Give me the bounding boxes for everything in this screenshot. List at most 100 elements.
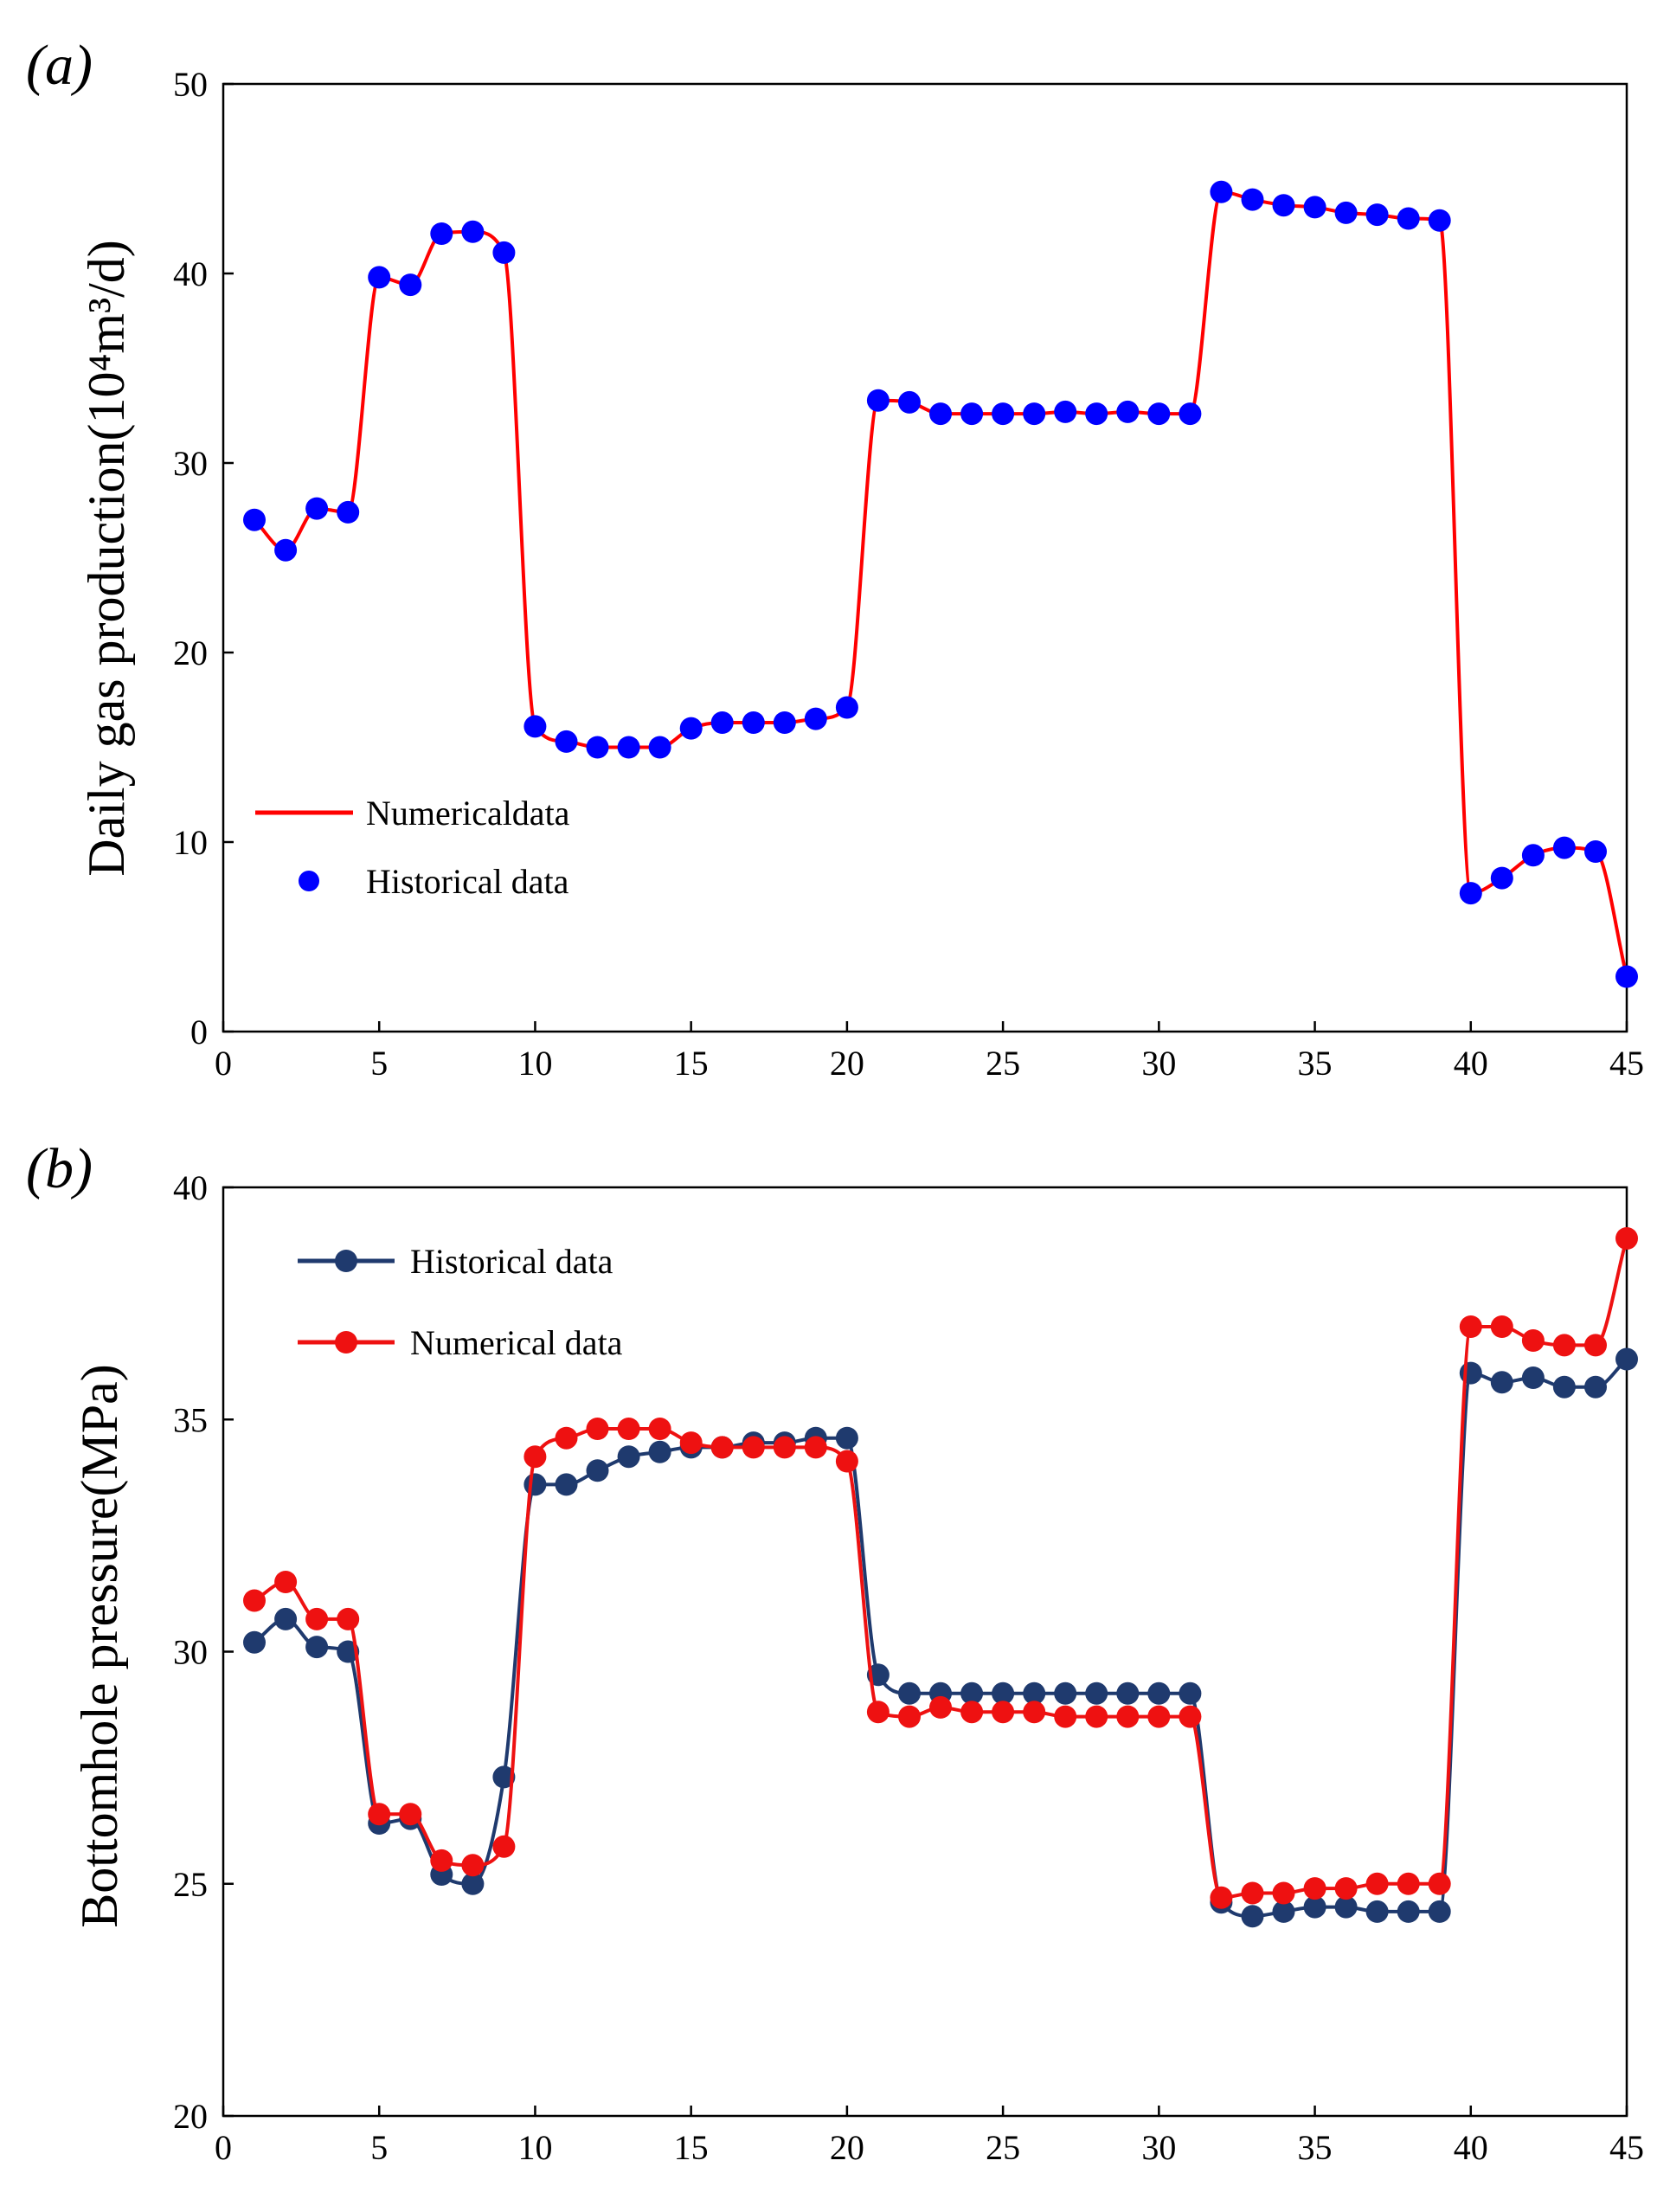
data-point-historical-data: [1428, 209, 1451, 232]
data-point-numerical-data: [1054, 1705, 1077, 1728]
data-point-historical-data: [1459, 882, 1482, 905]
x-tick-label: 20: [830, 1044, 864, 1083]
y-tick-label: 40: [173, 254, 208, 293]
panel-b-label: (b): [26, 1137, 93, 1200]
y-tick-label: 25: [173, 1865, 208, 1904]
data-point-numerical-data: [1552, 1334, 1576, 1357]
data-point-numerical-data: [929, 1695, 952, 1719]
data-point-numerical-data: [1459, 1315, 1482, 1338]
data-point-historical-data: [1179, 1682, 1202, 1705]
panel-b-y-axis-ticks: 20 25 30 35 40: [173, 1168, 234, 2136]
data-point-historical-data: [1303, 1895, 1326, 1919]
data-point-historical-data: [898, 1682, 921, 1705]
legend-b-historical-marker: [335, 1250, 357, 1272]
x-tick-label: 15: [674, 1044, 709, 1083]
data-point-historical-data: [1334, 1895, 1358, 1919]
data-point-historical-data: [274, 1607, 298, 1630]
legend-a-numerical-label: Numericaldata: [366, 794, 570, 833]
data-point-numerical-data: [1179, 1705, 1202, 1728]
panel-a-y-axis-label: Daily gas production(10⁴m³/d): [78, 240, 135, 876]
data-point-historical-data: [1147, 402, 1171, 426]
data-point-historical-data: [1490, 866, 1513, 890]
legend-a-historical-label: Historical data: [366, 862, 569, 901]
data-point-historical-data: [523, 715, 547, 738]
y-tick-label: 0: [190, 1013, 208, 1051]
x-tick-label: 10: [517, 2128, 552, 2167]
data-point-historical-data: [461, 1872, 485, 1895]
panel-a-y-axis-ticks: 0 10 20 30 40 50: [173, 65, 234, 1051]
data-point-numerical-data: [492, 1835, 516, 1858]
data-point-numerical-data: [1365, 1872, 1389, 1895]
legend-b-numerical-label: Numerical data: [410, 1323, 623, 1362]
series-line-historical-data: [253, 1358, 1628, 1919]
data-point-numerical-data: [399, 1803, 422, 1826]
data-point-historical-data: [1241, 188, 1264, 211]
data-point-historical-data: [1085, 1682, 1108, 1705]
data-point-historical-data: [960, 1682, 984, 1705]
data-point-numerical-data: [1397, 1872, 1420, 1895]
data-point-numerical-data: [1023, 1701, 1046, 1724]
panel-a-x-axis-ticks: 0 5 10 15 20 25 30 35 40 45: [215, 1021, 1644, 1083]
panel-b-y-axis-label: Bottomhole pressure(MPa): [71, 1364, 128, 1928]
x-tick-label: 5: [370, 2128, 388, 2167]
data-point-historical-data: [1241, 1905, 1264, 1928]
y-tick-label: 20: [173, 2097, 208, 2136]
data-point-numerical-data: [1584, 1334, 1607, 1357]
data-point-historical-data: [1054, 400, 1077, 423]
data-point-historical-data: [586, 736, 609, 759]
x-tick-label: 40: [1454, 2128, 1488, 2167]
x-tick-label: 40: [1454, 1044, 1488, 1083]
data-point-numerical-data: [1272, 1881, 1295, 1905]
data-point-historical-data: [461, 220, 485, 243]
panel-a-label: (a): [26, 34, 93, 97]
data-point-numerical-data: [1428, 1872, 1451, 1895]
data-point-historical-data: [523, 1473, 547, 1496]
data-point-historical-data: [1023, 402, 1046, 426]
data-point-historical-data: [742, 711, 765, 734]
x-tick-label: 45: [1609, 2128, 1644, 2167]
data-point-numerical-data: [898, 1705, 921, 1728]
data-point-numerical-data: [1241, 1881, 1264, 1905]
legend-b-numerical-marker: [335, 1331, 357, 1354]
data-point-numerical-data: [679, 1431, 703, 1455]
data-point-historical-data: [1490, 1371, 1513, 1394]
data-point-historical-data: [679, 717, 703, 740]
data-point-historical-data: [1397, 1900, 1420, 1923]
y-tick-label: 10: [173, 823, 208, 862]
data-point-historical-data: [992, 1682, 1015, 1705]
data-point-numerical-data: [710, 1436, 734, 1459]
data-point-numerical-data: [305, 1607, 329, 1630]
data-point-historical-data: [1272, 1900, 1295, 1923]
data-point-numerical-data: [742, 1436, 765, 1459]
data-point-numerical-data: [1210, 1886, 1233, 1909]
data-point-historical-data: [305, 497, 329, 520]
data-point-historical-data: [804, 707, 827, 730]
data-point-historical-data: [1428, 1900, 1451, 1923]
x-tick-label: 0: [215, 1044, 232, 1083]
data-point-historical-data: [1334, 201, 1358, 224]
data-point-numerical-data: [648, 1418, 671, 1440]
data-point-historical-data: [773, 711, 796, 734]
data-point-numerical-data: [1303, 1877, 1326, 1900]
x-tick-label: 30: [1141, 1044, 1176, 1083]
data-point-historical-data: [866, 389, 890, 412]
data-point-historical-data: [929, 402, 952, 426]
data-point-historical-data: [1459, 1361, 1482, 1385]
data-point-numerical-data: [1085, 1705, 1108, 1728]
data-point-historical-data: [648, 736, 671, 759]
panel-a-daily-gas-production: (a) 0 10 20 30 40 50 0 5 10 15 20 25 30 35 40 45 Daily…: [26, 34, 1644, 1083]
data-point-historical-data: [1615, 1347, 1638, 1371]
data-point-numerical-data: [1116, 1705, 1140, 1728]
data-point-historical-data: [1116, 400, 1140, 423]
data-point-historical-data: [368, 266, 391, 289]
data-point-historical-data: [1552, 1375, 1576, 1399]
data-point-numerical-data: [992, 1701, 1015, 1724]
x-tick-label: 35: [1298, 1044, 1333, 1083]
panel-b-legend: Historical data Numerical data: [298, 1242, 623, 1362]
data-point-historical-data: [492, 1765, 516, 1789]
data-point-numerical-data: [804, 1436, 827, 1459]
data-point-historical-data: [617, 736, 640, 759]
data-point-historical-data: [1116, 1682, 1140, 1705]
data-point-historical-data: [835, 1426, 858, 1450]
data-point-historical-data: [1023, 1682, 1046, 1705]
